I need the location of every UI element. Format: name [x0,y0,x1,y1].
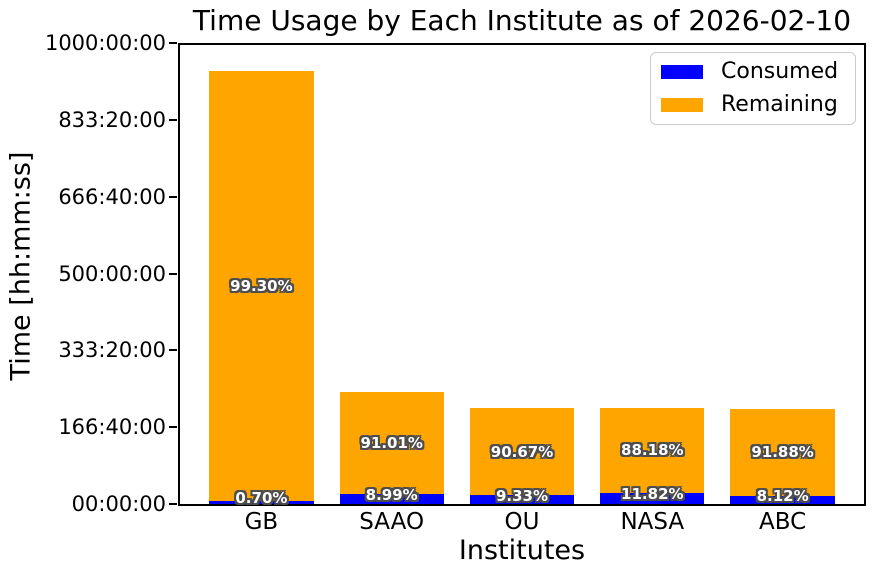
consumed-percent-label: 11.82% [621,485,684,504]
bar-consumed-NASA [600,492,705,504]
x-tick-label: ABC [759,509,807,535]
bar-consumed-ABC [730,496,835,504]
legend-label-remaining: Remaining [721,92,838,117]
y-tick-label: 1000:00:00 [44,31,166,55]
bar-remaining-OU [469,408,575,496]
y-tick-mark [169,503,177,505]
remaining-percent-label: 99.30% [230,276,293,295]
consumed-percent-label: 0.70% [235,489,288,508]
y-tick-label: 00:00:00 [71,492,166,516]
remaining-percent-label: 91.01% [360,434,423,453]
y-tick-mark [169,118,177,121]
bar-consumed-SAAO [339,493,444,504]
y-tick-mark [169,349,177,352]
bar-remaining-SAAO [339,392,444,494]
legend-entry-remaining: Remaining [661,92,843,118]
y-tick-label: 333:20:00 [58,338,166,363]
legend-entry-consumed: Consumed [661,59,843,85]
bar-consumed-GB [209,500,314,504]
x-axis-label: Institutes [458,535,586,566]
y-tick-mark [169,42,177,44]
y-tick-mark [169,426,177,429]
legend: Consumed Remaining [650,52,856,125]
legend-label-consumed: Consumed [721,59,839,84]
x-tick-label: OU [504,509,540,535]
bar-remaining-ABC [730,408,835,497]
consumed-percent-label: 8.99% [365,485,418,504]
x-tick-label: SAAO [359,509,425,535]
y-tick-mark [169,195,177,198]
y-tick-label: 166:40:00 [58,415,166,440]
legend-swatch-consumed-icon [661,65,703,79]
plot-area: Consumed Remaining 0.70% 99.30% 8.99% 91.01… [178,43,866,508]
remaining-percent-label: 90.67% [490,442,554,461]
y-tick-label: 833:20:00 [58,107,166,132]
bar-remaining-NASA [600,408,705,493]
consumed-percent-label: 8.12% [756,487,809,506]
remaining-percent-label: 91.88% [751,443,814,462]
y-tick-label: 666:40:00 [58,184,166,209]
x-tick-label: GB [244,509,279,535]
remaining-percent-label: 88.18% [621,441,684,460]
y-tick-label: 500:00:00 [58,261,166,286]
chart-title: Time Usage by Each Institute as of 2026-… [192,4,852,37]
bar-consumed-OU [469,495,575,504]
x-tick-label: NASA [620,509,685,535]
y-tick-mark [169,272,177,275]
bar-remaining-GB [209,70,314,501]
consumed-percent-label: 9.33% [495,486,549,505]
legend-swatch-remaining-icon [661,98,703,112]
